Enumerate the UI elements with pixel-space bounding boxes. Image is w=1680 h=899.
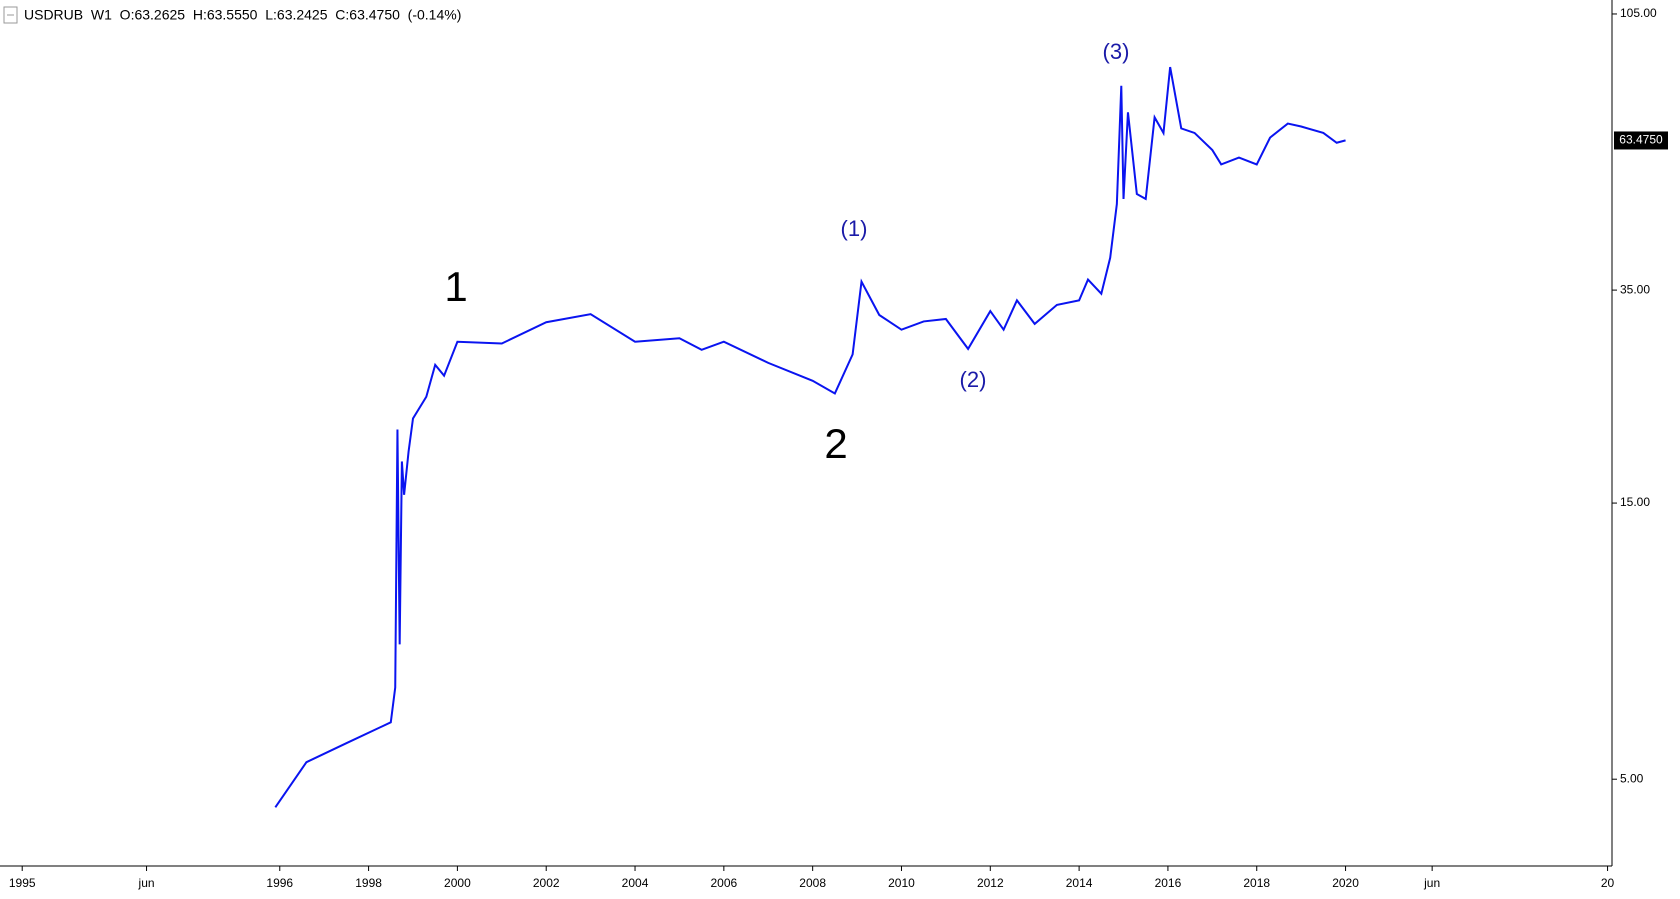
x-tick-label: 2008 (799, 876, 826, 890)
x-tick-label: 2000 (444, 876, 471, 890)
wave-label: 2 (824, 420, 847, 467)
chart-title: USDRUB W1 O:63.2625 H:63.5550 L:63.2425 … (24, 7, 461, 23)
price-line (274, 66, 1346, 808)
x-tick-label: 2012 (977, 876, 1004, 890)
y-tick-label: 105.00 (1620, 6, 1657, 20)
y-tick-label: 15.00 (1620, 495, 1650, 509)
x-tick-label: 1996 (266, 876, 293, 890)
y-tick-label: 35.00 (1620, 282, 1650, 296)
wave-label: 1 (444, 263, 467, 310)
x-tick-label: 2006 (710, 876, 737, 890)
y-tick-label: 5.00 (1620, 771, 1644, 785)
x-tick-label: 20 (1601, 876, 1615, 890)
x-tick-label: 2014 (1066, 876, 1093, 890)
x-tick-label: 2004 (622, 876, 649, 890)
x-tick-label: 2020 (1332, 876, 1359, 890)
x-tick-label: jun (138, 876, 155, 890)
x-tick-label: 2002 (533, 876, 560, 890)
x-tick-label: 2010 (888, 876, 915, 890)
collapse-icon[interactable] (3, 6, 18, 24)
x-tick-label: 1995 (9, 876, 36, 890)
last-price-label: 63.4750 (1619, 133, 1663, 147)
wave-label: (2) (960, 367, 987, 392)
wave-label: (3) (1103, 39, 1130, 64)
x-tick-label: 1998 (355, 876, 382, 890)
x-tick-label: jun (1423, 876, 1440, 890)
wave-label: (1) (841, 216, 868, 241)
last-price-box (1614, 131, 1668, 150)
x-tick-label: 2018 (1243, 876, 1270, 890)
x-tick-label: 2016 (1155, 876, 1182, 890)
